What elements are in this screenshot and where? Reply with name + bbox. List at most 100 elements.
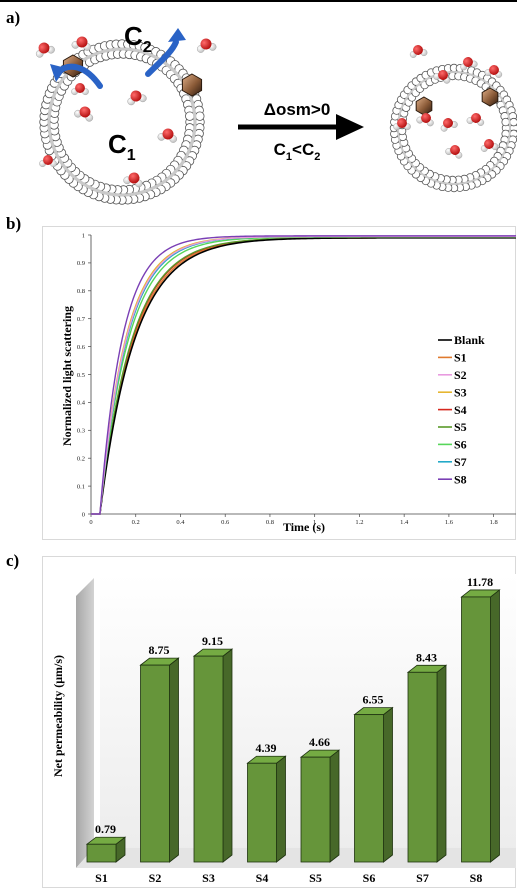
water-molecules-after bbox=[393, 45, 503, 159]
net-permeability-chart: 0.79 8.75 9.15 4.39 4.66 6.55 8.43 11.78 S1 S2 S3… bbox=[42, 556, 516, 888]
chart-c-side-wall bbox=[76, 578, 94, 868]
flux-arrow-right-icon bbox=[145, 39, 179, 77]
water-molecule-icon bbox=[433, 70, 451, 84]
bar-s8 bbox=[460, 589, 501, 863]
chart-b-y-tick-label: 0.8 bbox=[77, 288, 85, 295]
reaction-arrow-head-icon bbox=[336, 114, 364, 140]
bar-value-label-s8: 11.78 bbox=[467, 575, 493, 589]
water-molecule-icon bbox=[466, 113, 485, 126]
concentration-relation-label: C1<C2 bbox=[274, 140, 321, 163]
chart-b-y-tick-label: 0.7 bbox=[77, 316, 86, 323]
chart-b-x-tick-label: 1.2 bbox=[355, 519, 363, 526]
legend-label-s8: S8 bbox=[454, 472, 467, 486]
bar-s5 bbox=[299, 749, 341, 863]
legend-label-s6: S6 bbox=[454, 438, 467, 452]
chart-b-y-tick-label: 0 bbox=[82, 511, 85, 518]
legend-label-s5: S5 bbox=[454, 420, 467, 434]
bar-s2 bbox=[139, 657, 180, 863]
water-channel-right-after-icon bbox=[481, 87, 499, 107]
water-molecule-icon bbox=[71, 36, 92, 51]
water-molecule-icon bbox=[157, 128, 178, 143]
chart-b-ylabel: Normalized light scattering bbox=[60, 306, 74, 446]
chart-b-legend: Blank S1 S2 S3 S4 S5 S6 S7 S8 bbox=[438, 333, 485, 486]
vesicle-before bbox=[39, 39, 205, 205]
chart-b-frame bbox=[42, 226, 516, 540]
bar-s7 bbox=[406, 664, 448, 863]
chart-b-x-tick-label: 0.4 bbox=[176, 519, 185, 526]
chart-b-y-tick-label: 0.3 bbox=[77, 428, 85, 435]
bar-value-label-s1: 0.79 bbox=[95, 822, 116, 836]
x-tick-label-s2: S2 bbox=[149, 871, 162, 885]
water-molecule-icon bbox=[416, 113, 434, 127]
top-rule bbox=[0, 0, 517, 2]
series-line-s8 bbox=[91, 235, 516, 515]
water-channel-left-after-icon bbox=[415, 96, 433, 116]
x-tick-label-s1: S1 bbox=[95, 871, 108, 885]
bar-value-label-s3: 9.15 bbox=[202, 634, 223, 648]
water-molecule-icon bbox=[127, 90, 147, 106]
x-tick-label-s7: S7 bbox=[416, 871, 429, 885]
water-molecule-icon bbox=[440, 118, 458, 132]
water-molecule-icon bbox=[460, 57, 478, 71]
water-molecule-icon bbox=[71, 83, 89, 96]
legend-label-s7: S7 bbox=[454, 455, 467, 469]
chart-b-y-tick-label: 0.5 bbox=[77, 372, 85, 379]
light-scattering-chart: 0 0.2 0.4 0.6 0.8 1 1.2 1.4 1.6 1.8 0 0.1 0.2 0.3 0.4 0… bbox=[42, 226, 516, 540]
chart-b-x-tick-label: 0.8 bbox=[266, 519, 274, 526]
bar-value-label-s2: 8.75 bbox=[149, 643, 170, 657]
x-tick-label-s6: S6 bbox=[363, 871, 376, 885]
chart-b-y-tick-label: 0.9 bbox=[77, 260, 85, 267]
chart-b-x-tick-label: 1.6 bbox=[445, 519, 454, 526]
water-molecule-icon bbox=[196, 38, 217, 53]
chart-b-x-tick-label: 0.2 bbox=[132, 519, 140, 526]
legend-label-s3: S3 bbox=[454, 385, 467, 399]
chart-b-y-tick-label: 0.2 bbox=[77, 456, 85, 463]
legend-label-s4: S4 bbox=[454, 403, 467, 417]
bar-s1 bbox=[85, 836, 127, 863]
panel-a-letter: a) bbox=[6, 8, 21, 27]
water-molecule-icon bbox=[35, 42, 55, 58]
water-molecule-icon bbox=[39, 155, 57, 168]
water-molecule-icon bbox=[484, 65, 503, 78]
legend-label-blank: Blank bbox=[454, 333, 485, 347]
chart-c-floor bbox=[76, 848, 516, 868]
flux-arrow-right-head-icon bbox=[168, 28, 186, 42]
chart-c-x-tick-labels: S1 S2 S3 S4 S5 S6 S7 S8 bbox=[95, 871, 482, 885]
chart-b-x-tick-label: 1.8 bbox=[490, 519, 498, 526]
vesicle-after bbox=[389, 63, 517, 193]
water-molecule-icon bbox=[393, 118, 411, 131]
chart-b-y-tick-label: 0.4 bbox=[77, 400, 86, 407]
chart-b-y-tick-label: 0.1 bbox=[77, 483, 85, 490]
legend-label-s2: S2 bbox=[454, 368, 467, 382]
c2-label: C2 bbox=[124, 21, 152, 56]
chart-b-axes: 0 0.2 0.4 0.6 0.8 1 1.2 1.4 1.6 1.8 0 0.1 0.2 0.3 0.4 0… bbox=[77, 232, 516, 526]
x-tick-label-s4: S4 bbox=[256, 871, 269, 885]
water-molecule-icon bbox=[123, 172, 143, 188]
chart-b-x-tick-label: 1 bbox=[313, 519, 316, 526]
panel-c-letter: c) bbox=[6, 551, 20, 570]
bar-s6 bbox=[353, 706, 394, 863]
legend-label-s1: S1 bbox=[454, 351, 467, 365]
water-channel-right-icon bbox=[181, 73, 203, 97]
bar-s4 bbox=[246, 755, 287, 863]
water-molecule-icon bbox=[74, 106, 94, 122]
osmosis-schematic: C2 C1 Δosm>0 C1<C2 bbox=[35, 21, 517, 205]
c1-label: C1 bbox=[108, 129, 136, 164]
chart-c-ylabel: Net permeability (μm/s) bbox=[51, 655, 65, 777]
series-line-blank bbox=[91, 236, 516, 515]
x-tick-label-s5: S5 bbox=[309, 871, 322, 885]
x-tick-label-s8: S8 bbox=[470, 871, 483, 885]
x-tick-label-s3: S3 bbox=[202, 871, 215, 885]
chart-b-x-tick-label: 0.6 bbox=[221, 519, 230, 526]
chart-c-bars: 0.79 8.75 9.15 4.39 4.66 6.55 8.43 11.78 bbox=[85, 575, 501, 863]
chart-b-y-tick-label: 1 bbox=[82, 232, 85, 239]
delta-osm-label: Δosm>0 bbox=[264, 100, 331, 119]
water-molecule-icon bbox=[409, 45, 428, 58]
water-molecule-icon bbox=[445, 145, 463, 159]
panel-b-letter: b) bbox=[6, 214, 22, 233]
water-molecule-icon bbox=[480, 139, 499, 152]
bar-value-label-s6: 6.55 bbox=[363, 693, 384, 707]
flux-arrow-left-head-icon bbox=[50, 64, 66, 82]
chart-b-series bbox=[91, 235, 516, 515]
bar-value-label-s5: 4.66 bbox=[309, 735, 330, 749]
